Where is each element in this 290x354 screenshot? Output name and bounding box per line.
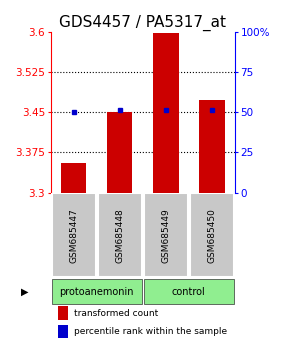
Bar bbox=[58, 325, 68, 338]
FancyBboxPatch shape bbox=[52, 193, 96, 278]
Text: GSM685447: GSM685447 bbox=[69, 208, 78, 263]
Bar bbox=[199, 101, 224, 193]
FancyBboxPatch shape bbox=[144, 193, 188, 278]
Text: control: control bbox=[172, 287, 206, 297]
Bar bbox=[61, 163, 86, 193]
Text: transformed count: transformed count bbox=[74, 309, 158, 318]
Title: GDS4457 / PA5317_at: GDS4457 / PA5317_at bbox=[59, 14, 226, 30]
Text: protoanemonin: protoanemonin bbox=[59, 287, 134, 297]
FancyBboxPatch shape bbox=[190, 193, 234, 278]
Text: GSM685448: GSM685448 bbox=[115, 208, 124, 263]
FancyBboxPatch shape bbox=[144, 279, 234, 304]
FancyBboxPatch shape bbox=[52, 279, 142, 304]
Bar bbox=[153, 34, 179, 193]
FancyBboxPatch shape bbox=[98, 193, 142, 278]
Text: GSM685449: GSM685449 bbox=[161, 208, 170, 263]
Text: ▶: ▶ bbox=[21, 287, 29, 297]
Text: GSM685450: GSM685450 bbox=[207, 208, 216, 263]
Text: percentile rank within the sample: percentile rank within the sample bbox=[74, 327, 227, 336]
Bar bbox=[107, 112, 133, 193]
Bar bbox=[58, 307, 68, 320]
